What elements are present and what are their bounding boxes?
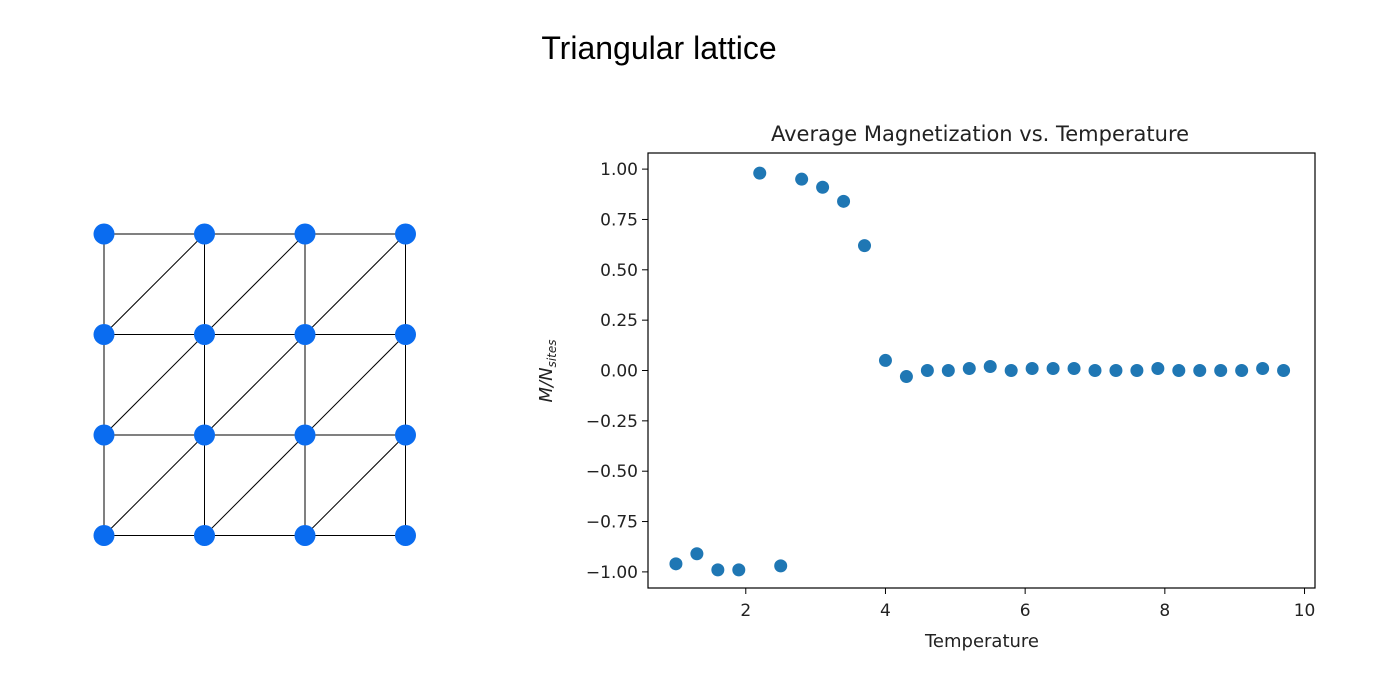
lattice-node xyxy=(395,324,416,345)
y-tick-label: 1.00 xyxy=(600,160,638,180)
x-axis-label: Temperature xyxy=(924,631,1039,652)
lattice-node xyxy=(194,324,215,345)
data-point xyxy=(711,563,725,577)
data-point xyxy=(837,194,851,208)
y-axis-label: M/Nsites xyxy=(536,340,559,403)
data-point xyxy=(1151,361,1165,375)
x-tick-label: 10 xyxy=(1294,601,1316,621)
data-point xyxy=(1172,364,1186,377)
data-point xyxy=(753,166,767,180)
data-point xyxy=(1277,364,1291,377)
data-point xyxy=(941,364,955,377)
x-axis-ticks: 2 4 6 8 10 xyxy=(740,588,1315,621)
data-point xyxy=(1130,364,1144,377)
y-tick-label: 0.75 xyxy=(600,210,638,230)
data-point xyxy=(899,370,913,384)
y-tick-label: −0.25 xyxy=(586,412,638,432)
lattice-node xyxy=(194,223,215,245)
lattice-diagonal-edge xyxy=(304,233,406,335)
data-points xyxy=(669,166,1291,577)
y-tick-label: 0.50 xyxy=(600,261,638,281)
data-point xyxy=(1235,364,1249,377)
data-point xyxy=(732,563,746,577)
lattice-node xyxy=(395,223,416,245)
lattice-node xyxy=(294,223,316,245)
lattice-node xyxy=(294,424,316,446)
lattice-node xyxy=(93,324,115,345)
lattice-node xyxy=(194,424,215,446)
y-tick-label: −0.50 xyxy=(586,462,638,482)
x-tick-label: 8 xyxy=(1159,601,1170,621)
data-point xyxy=(920,364,934,377)
lattice-diagonal-edge xyxy=(103,334,205,436)
y-axis-ticks: 1.00 0.75 0.50 0.25 0.00 −0.25 −0.50 −0.75 −1.00 xyxy=(586,160,648,583)
y-tick-label: 0.25 xyxy=(600,311,638,331)
x-tick-label: 4 xyxy=(880,601,891,621)
y-axis-label-sub: sites xyxy=(545,340,559,368)
x-tick-label: 2 xyxy=(740,601,751,621)
lattice-edges xyxy=(103,233,406,536)
lattice-node xyxy=(93,424,115,446)
data-point xyxy=(1256,361,1270,375)
lattice-diagonal-edge xyxy=(304,434,406,536)
data-point xyxy=(1067,361,1081,375)
data-point xyxy=(1046,361,1060,375)
triangular-lattice-diagram xyxy=(93,223,416,546)
data-point xyxy=(774,559,788,573)
lattice-diagonal-edge xyxy=(103,434,205,536)
lattice-node xyxy=(294,324,316,345)
lattice-diagonal-edge xyxy=(204,334,306,436)
lattice-node xyxy=(294,525,316,546)
lattice-diagonal-edge xyxy=(103,233,205,335)
data-point xyxy=(878,353,892,367)
lattice-node xyxy=(93,223,115,245)
data-point xyxy=(690,547,704,561)
x-tick-label: 6 xyxy=(1020,601,1031,621)
data-point xyxy=(1004,364,1018,377)
data-point xyxy=(1109,364,1123,377)
data-point xyxy=(669,557,683,571)
chart-title: Average Magnetization vs. Temperature xyxy=(771,122,1189,146)
data-point xyxy=(795,172,809,186)
lattice-node xyxy=(93,525,115,546)
lattice-diagonal-edge xyxy=(204,434,306,536)
data-point xyxy=(983,359,997,373)
data-point xyxy=(858,239,872,253)
data-point xyxy=(1088,364,1102,377)
lattice-node xyxy=(395,525,416,546)
data-point xyxy=(1025,361,1039,375)
y-tick-label: −1.00 xyxy=(586,563,638,583)
lattice-diagonal-edge xyxy=(204,233,306,335)
lattice-nodes xyxy=(93,223,416,546)
y-tick-label: −0.75 xyxy=(586,513,638,533)
y-axis-label-main: M/N xyxy=(536,367,557,402)
data-point xyxy=(962,361,976,375)
lattice-node xyxy=(395,424,416,446)
data-point xyxy=(816,180,830,194)
y-tick-label: 0.00 xyxy=(600,362,638,382)
figure-title: Triangular lattice xyxy=(541,30,777,66)
lattice-node xyxy=(194,525,215,546)
lattice-diagonal-edge xyxy=(304,334,406,436)
data-point xyxy=(1193,364,1207,377)
data-point xyxy=(1214,364,1228,377)
